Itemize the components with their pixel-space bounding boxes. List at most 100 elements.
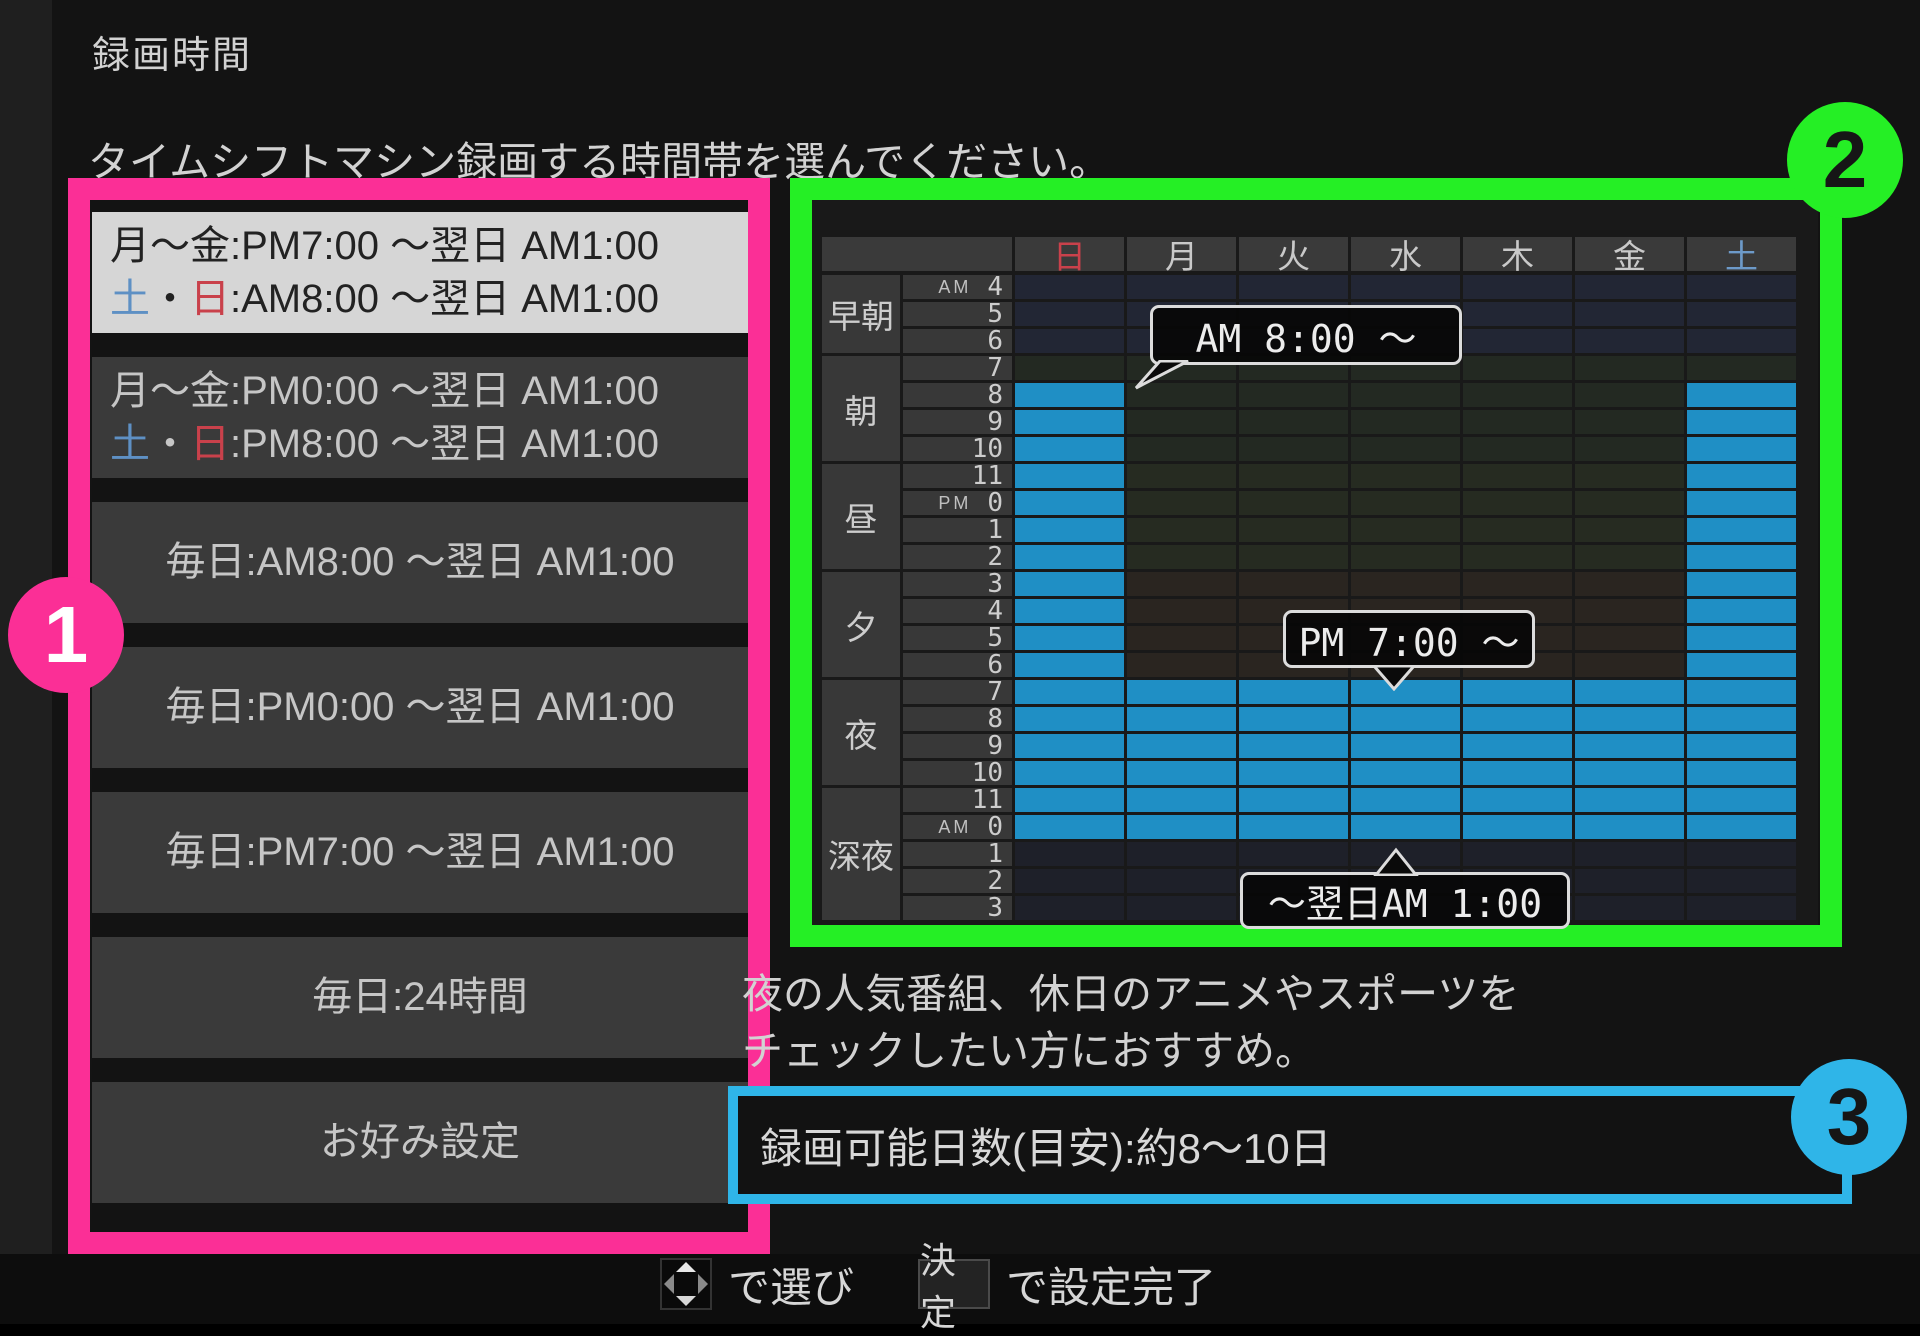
hour-label: PM 0 <box>903 488 1012 518</box>
schedule-cell-木-6 <box>1463 329 1572 353</box>
recording-time-option[interactable]: 毎日:PM7:00 〜翌日 AM1:00 <box>92 792 748 913</box>
schedule-cell-金-11-recording <box>1575 788 1684 812</box>
schedule-cell-金-6 <box>1575 653 1684 677</box>
schedule-cell-水-2 <box>1351 545 1460 569</box>
schedule-cell-木-AM0-recording <box>1463 815 1572 839</box>
recording-time-option[interactable]: 月〜金:PM0:00 〜翌日 AM1:00 土・日:PM8:00 〜翌日 AM1:… <box>92 357 748 478</box>
schedule-cell-日-10-recording <box>1015 761 1124 785</box>
confirm-key-icon: 決定 <box>918 1240 991 1333</box>
schedule-cell-月-8 <box>1127 383 1236 407</box>
period-label-昼: 昼 <box>822 464 900 569</box>
hour-label: 7 <box>903 353 1012 383</box>
schedule-cell-土-1-recording <box>1687 518 1796 542</box>
schedule-cell-水-PM0 <box>1351 491 1460 515</box>
schedule-cell-土-9-recording <box>1687 734 1796 758</box>
page-subtitle: タイムシフトマシン録画する時間帯を選んでください。 <box>88 139 1111 185</box>
schedule-cell-火-10-recording <box>1239 761 1348 785</box>
schedule-cell-日-9-recording <box>1015 410 1124 434</box>
annotation-badge-2: 2 <box>1787 102 1903 218</box>
schedule-cell-土-3 <box>1687 896 1796 920</box>
annotation-badge-3: 3 <box>1791 1059 1907 1175</box>
hour-label: 1 <box>903 839 1012 869</box>
hour-label: 9 <box>903 407 1012 437</box>
hour-label: 1 <box>903 515 1012 545</box>
recommendation-line2: チェックしたい方におすすめ。 <box>742 1028 1316 1074</box>
annotation-frame-schedule <box>790 178 1842 947</box>
schedule-cell-土-8-recording <box>1687 383 1796 407</box>
schedule-cell-金-1 <box>1575 518 1684 542</box>
schedule-cell-日-7 <box>1015 356 1124 380</box>
recommendation-line1: 夜の人気番組、休日のアニメやスポーツを <box>742 971 1520 1017</box>
schedule-cell-月-AM4 <box>1127 275 1236 299</box>
schedule-cell-金-1 <box>1575 842 1684 866</box>
remote-control-hints: で選び 決定 で設定完了 <box>660 1240 1217 1333</box>
schedule-cell-土-6 <box>1687 329 1796 353</box>
page-title: 録画時間 <box>92 35 253 77</box>
hour-label: 10 <box>903 758 1012 788</box>
schedule-cell-土-7-recording <box>1687 680 1796 704</box>
dpad-icon <box>660 1258 712 1310</box>
option-line: 月〜金:PM7:00 〜翌日 AM1:00 <box>110 223 660 268</box>
schedule-cell-日-2-recording <box>1015 545 1124 569</box>
schedule-cell-日-AM4 <box>1015 275 1124 299</box>
schedule-cell-金-AM4 <box>1575 275 1684 299</box>
schedule-cell-月-2 <box>1127 545 1236 569</box>
recording-time-option[interactable]: 毎日:24時間 <box>92 937 748 1058</box>
schedule-cell-土-AM4 <box>1687 275 1796 299</box>
hour-label: 7 <box>903 677 1012 707</box>
schedule-cell-月-PM0 <box>1127 491 1236 515</box>
schedule-cell-金-PM0 <box>1575 491 1684 515</box>
schedule-cell-日-2 <box>1015 869 1124 893</box>
recording-time-option[interactable]: 毎日:AM8:00 〜翌日 AM1:00 <box>92 502 748 623</box>
schedule-cell-日-4-recording <box>1015 599 1124 623</box>
schedule-cell-月-10-recording <box>1127 761 1236 785</box>
schedule-cell-木-2 <box>1463 545 1572 569</box>
period-label-早朝: 早朝 <box>822 275 900 353</box>
recording-time-option[interactable]: お好み設定 <box>92 1082 748 1203</box>
schedule-cell-木-11 <box>1463 464 1572 488</box>
schedule-cell-火-1 <box>1239 842 1348 866</box>
schedule-cell-火-PM0 <box>1239 491 1348 515</box>
schedule-cell-木-5 <box>1463 302 1572 326</box>
schedule-cell-金-5 <box>1575 626 1684 650</box>
schedule-cell-土-5-recording <box>1687 626 1796 650</box>
schedule-cell-木-AM4 <box>1463 275 1572 299</box>
day-header-火: 火 <box>1239 237 1348 275</box>
schedule-cell-金-2 <box>1575 869 1684 893</box>
schedule-cell-木-11-recording <box>1463 788 1572 812</box>
recording-time-option-selected[interactable]: 月〜金:PM7:00 〜翌日 AM1:00 土・日:AM8:00 〜翌日 AM1:… <box>92 212 748 333</box>
schedule-cell-日-7-recording <box>1015 680 1124 704</box>
schedule-cell-月-AM0-recording <box>1127 815 1236 839</box>
schedule-cell-土-2-recording <box>1687 545 1796 569</box>
confirm-hint-label: で設定完了 <box>1006 1263 1217 1311</box>
schedule-cell-水-9-recording <box>1351 734 1460 758</box>
schedule-cell-月-3 <box>1127 896 1236 920</box>
hour-label: 4 <box>903 596 1012 626</box>
schedule-cell-月-4 <box>1127 599 1236 623</box>
hour-label: 8 <box>903 704 1012 734</box>
schedule-cell-火-7-recording <box>1239 680 1348 704</box>
hour-label: 3 <box>903 893 1012 923</box>
schedule-cell-日-3 <box>1015 896 1124 920</box>
schedule-cell-月-2 <box>1127 869 1236 893</box>
option-line: 月〜金:PM0:00 〜翌日 AM1:00 <box>110 368 660 413</box>
schedule-cell-土-1 <box>1687 842 1796 866</box>
schedule-cell-日-8-recording <box>1015 383 1124 407</box>
schedule-cell-水-AM4 <box>1351 275 1460 299</box>
hour-label: 6 <box>903 326 1012 356</box>
schedule-cell-金-8-recording <box>1575 707 1684 731</box>
schedule-cell-水-10 <box>1351 437 1460 461</box>
schedule-cell-水-8-recording <box>1351 707 1460 731</box>
schedule-cell-水-11 <box>1351 464 1460 488</box>
recording-time-options: 月〜金:PM7:00 〜翌日 AM1:00 土・日:AM8:00 〜翌日 AM1:… <box>92 212 748 1227</box>
schedule-cell-火-8-recording <box>1239 707 1348 731</box>
schedule-cell-日-3-recording <box>1015 572 1124 596</box>
schedule-cell-火-2 <box>1239 545 1348 569</box>
schedule-cell-金-5 <box>1575 302 1684 326</box>
hour-label: 2 <box>903 542 1012 572</box>
recording-time-option[interactable]: 毎日:PM0:00 〜翌日 AM1:00 <box>92 647 748 768</box>
dpad-right-arrow-icon <box>698 1274 708 1294</box>
schedule-cell-月-6 <box>1127 653 1236 677</box>
hour-label: 11 <box>903 461 1012 491</box>
